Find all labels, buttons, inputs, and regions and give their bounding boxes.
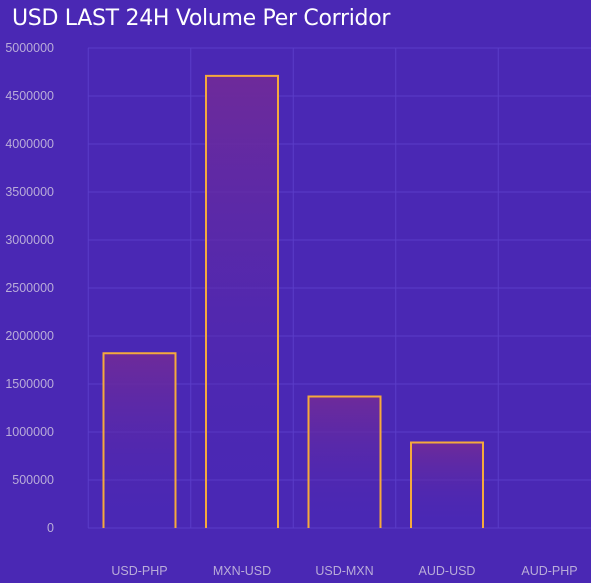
x-tick-label: AUD-USD — [419, 564, 476, 578]
bar-fill-usd-php — [103, 353, 176, 528]
y-tick-label: 4500000 — [5, 89, 54, 103]
bar-fill-usd-mxn — [308, 396, 381, 528]
bar-mxn-usd — [205, 74, 279, 528]
y-tick-label: 2500000 — [5, 281, 54, 295]
y-tick-label: 4000000 — [5, 137, 54, 151]
bar-fill-aud-usd — [411, 442, 483, 528]
y-tick-label: 2000000 — [5, 329, 54, 343]
x-tick-label: AUD-PHP — [521, 564, 577, 578]
y-tick-label: 5000000 — [5, 41, 54, 55]
x-tick-label: USD-MXN — [315, 564, 373, 578]
bar-usd-mxn — [307, 395, 382, 528]
chart-title: USD LAST 24H Volume Per Corridor — [12, 6, 391, 31]
y-tick-label: 3000000 — [5, 233, 54, 247]
y-tick-label: 1000000 — [5, 425, 54, 439]
x-tick-label: MXN-USD — [213, 564, 271, 578]
bar-usd-php — [102, 352, 177, 528]
y-tick-label: 1500000 — [5, 377, 54, 391]
y-tick-label: 500000 — [12, 473, 54, 487]
bar-aud-usd — [410, 441, 484, 528]
bar-fill-mxn-usd — [206, 75, 278, 528]
y-tick-label: 0 — [47, 521, 54, 535]
y-tick-label: 3500000 — [5, 185, 54, 199]
x-tick-label: USD-PHP — [111, 564, 167, 578]
